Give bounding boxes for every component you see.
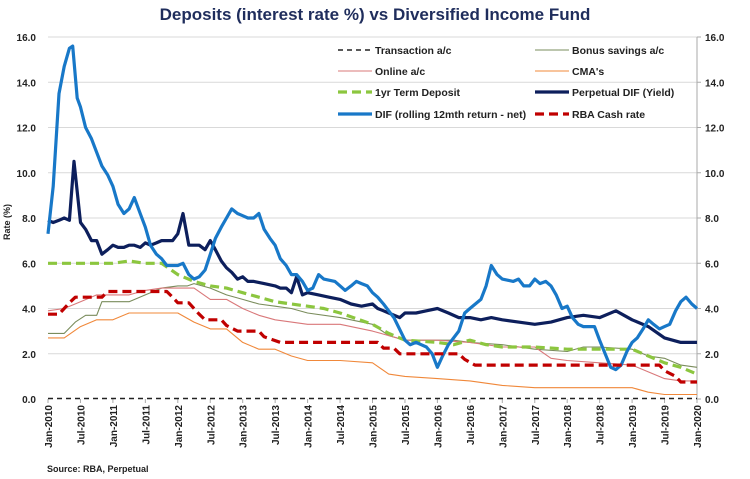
y2-tick-label: 2.0 — [705, 350, 719, 361]
y2-tick-label: 8.0 — [705, 214, 719, 225]
legend-label: Bonus savings a/c — [572, 45, 664, 57]
grid-lines — [48, 36, 697, 355]
legend-label: Online a/c — [375, 66, 425, 78]
legend-label: RBA Cash rate — [572, 109, 645, 121]
legend-item: RBA Cash rate — [535, 109, 645, 121]
legend-item: Perpetual DIF (Yield) — [535, 87, 674, 99]
y2-tick-label: 6.0 — [705, 259, 719, 270]
x-tick-label: Jan-2011 — [109, 405, 120, 448]
y2-tick-label: 12.0 — [705, 124, 725, 135]
y-tick-label: 12.0 — [17, 124, 37, 135]
legend: Transaction a/c Bonus savings a/c Online a… — [338, 45, 674, 121]
series-line-dif-rolling-12mth-return-net — [46, 44, 699, 372]
x-tick-label: Jul-2013 — [271, 405, 282, 445]
x-tick-label: Jan-2019 — [628, 405, 639, 448]
series-line-bonus-savings-a-c — [48, 283, 698, 368]
y-axis-left: 0.0 2.0 4.0 6.0 8.0 10.0 12.0 14.0 16.0 — [17, 33, 37, 406]
y-tick-label: 0.0 — [22, 395, 36, 406]
series-line-online-a-c — [47, 287, 697, 382]
x-tick-label: Jul-2011 — [141, 405, 152, 445]
x-tick-label: Jul-2014 — [336, 405, 347, 445]
y2-tick-label: 4.0 — [705, 305, 719, 316]
legend-item: Transaction a/c — [338, 45, 452, 57]
y2-tick-label: 14.0 — [705, 78, 725, 89]
x-tick-label: Jan-2017 — [498, 405, 509, 448]
x-tick-label: Jan-2018 — [563, 405, 574, 448]
series-line-cma-s — [48, 312, 697, 396]
y2-tick-label: 10.0 — [705, 169, 725, 180]
y-tick-label: 10.0 — [17, 169, 37, 180]
x-tick-label: Jul-2010 — [76, 405, 87, 445]
y-axis-right: 0.0 2.0 4.0 6.0 8.0 10.0 12.0 14.0 16.0 — [696, 33, 725, 406]
legend-label: Perpetual DIF (Yield) — [572, 87, 674, 99]
legend-item: DIF (rolling 12mth return - net) — [338, 109, 526, 121]
x-tick-label: Jul-2012 — [206, 405, 217, 445]
x-tick-label: Jan-2012 — [174, 405, 185, 448]
x-axis: Jan-2010 Jul-2010 Jan-2011 Jul-2011 Jan-2012… — [44, 399, 704, 448]
legend-label: Transaction a/c — [375, 45, 452, 57]
series-lines — [46, 44, 699, 400]
y-axis-label: Rate (%) — [2, 204, 12, 240]
legend-item: CMA's — [535, 66, 604, 78]
legend-item: Online a/c — [338, 66, 425, 78]
x-tick-label: Jan-2010 — [44, 405, 55, 448]
y-tick-label: 4.0 — [22, 305, 36, 316]
y-tick-label: 8.0 — [22, 214, 36, 225]
x-tick-label: Jul-2016 — [466, 405, 477, 445]
legend-label: DIF (rolling 12mth return - net) — [375, 109, 526, 121]
legend-label: 1yr Term Deposit — [375, 87, 461, 99]
y-tick-label: 6.0 — [22, 259, 36, 270]
x-tick-label: Jan-2020 — [693, 405, 704, 448]
series-line-1yr-term-deposit — [48, 259, 698, 376]
legend-item: 1yr Term Deposit — [338, 87, 461, 99]
chart-title: Deposits (interest rate %) vs Diversifie… — [159, 5, 591, 24]
x-tick-label: Jan-2015 — [369, 405, 380, 448]
x-tick-label: Jul-2015 — [401, 405, 412, 445]
legend-item: Bonus savings a/c — [535, 45, 664, 57]
x-tick-label: Jul-2018 — [596, 405, 607, 445]
legend-label: CMA's — [572, 66, 604, 78]
series-line-perpetual-dif-yield — [47, 159, 697, 344]
y2-tick-label: 16.0 — [705, 33, 725, 44]
y-tick-label: 2.0 — [22, 350, 36, 361]
y-tick-label: 16.0 — [17, 33, 37, 44]
series-line-rba-cash-rate — [48, 289, 697, 384]
source-note: Source: RBA, Perpetual — [47, 464, 149, 474]
x-tick-label: Jul-2019 — [661, 405, 672, 445]
y2-tick-label: 0.0 — [705, 395, 719, 406]
x-tick-label: Jan-2013 — [239, 405, 250, 448]
x-tick-label: Jul-2017 — [531, 405, 542, 445]
x-tick-label: Jan-2016 — [433, 405, 444, 448]
y-tick-label: 14.0 — [17, 78, 37, 89]
x-tick-label: Jan-2014 — [304, 405, 315, 448]
